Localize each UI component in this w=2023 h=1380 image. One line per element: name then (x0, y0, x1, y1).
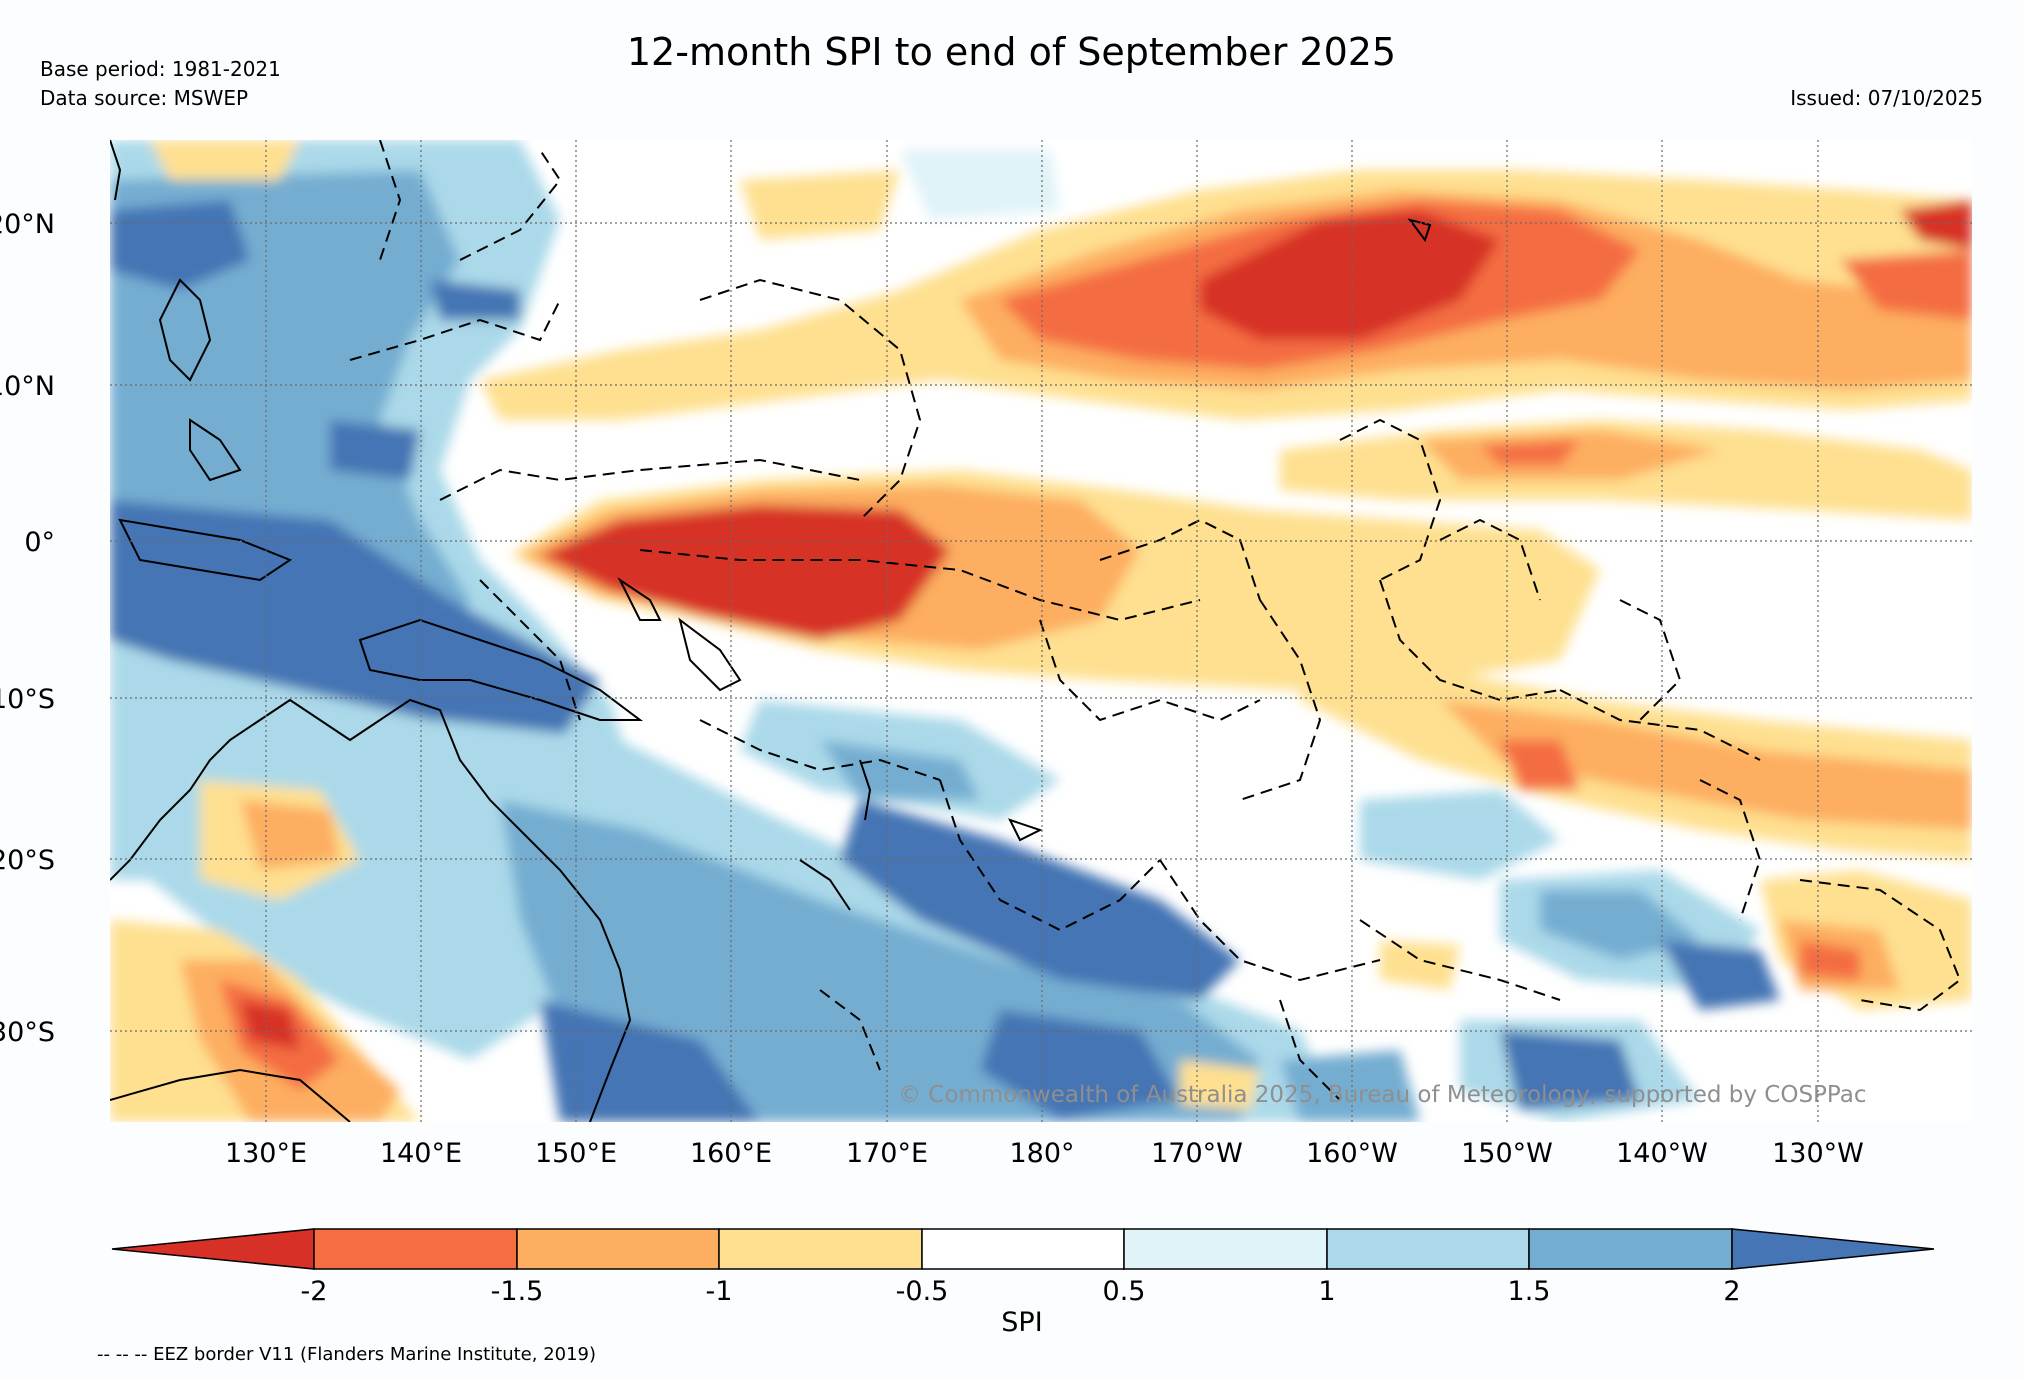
lat-label: 10°S (0, 684, 55, 715)
colorbar-tick: -2 (301, 1276, 328, 1307)
colorbar-tick: 1 (1318, 1276, 1335, 1307)
colorbar-tick: -1 (706, 1276, 733, 1307)
colorbar-segment (516, 1228, 720, 1270)
lon-label: 130°W (1772, 1138, 1864, 1169)
lat-label: 20°N (0, 209, 55, 240)
lon-label: 170°E (846, 1138, 928, 1169)
spi-field (110, 140, 1972, 1122)
base-period: Base period: 1981-2021 (40, 57, 281, 81)
colorbar-tick: 0.5 (1103, 1276, 1146, 1307)
copyright-watermark: © Commonwealth of Australia 2025, Bureau… (898, 1082, 1867, 1108)
lon-label: 140°E (380, 1138, 462, 1169)
colorbar-tick: 1.5 (1508, 1276, 1551, 1307)
lat-label: 20°S (0, 845, 55, 876)
lat-label: 30°S (0, 1017, 55, 1048)
colorbar-segment (111, 1228, 315, 1270)
lon-label: 160°E (690, 1138, 772, 1169)
lon-label: 150°E (535, 1138, 617, 1169)
lon-label: 150°W (1461, 1138, 1553, 1169)
colorbar: -2 -1.5 -1 -0.5 0.5 1 1.5 2 SPI (111, 1228, 1935, 1338)
colorbar-segment (1528, 1228, 1733, 1270)
eez-border-note: -- -- -- EEZ border V11 (Flanders Marine… (97, 1344, 597, 1365)
colorbar-segment (718, 1228, 923, 1270)
colorbar-label: SPI (1001, 1307, 1042, 1338)
lon-label: 130°E (225, 1138, 307, 1169)
colorbar-segment (1731, 1228, 1935, 1270)
colorbar-tick: 2 (1723, 1276, 1740, 1307)
lon-label: 140°W (1616, 1138, 1708, 1169)
lon-label: 170°W (1151, 1138, 1243, 1169)
colorbar-segment (921, 1228, 1125, 1270)
colorbar-tick: -1.5 (491, 1276, 544, 1307)
lon-label: 160°W (1306, 1138, 1398, 1169)
colorbar-segment (1123, 1228, 1328, 1270)
map-title: 12-month SPI to end of September 2025 (626, 30, 1397, 74)
colorbar-tick: -0.5 (896, 1276, 949, 1307)
colorbar-segment (313, 1228, 518, 1270)
latitude-axis: 20°N 10°N 0° 10°S 20°S 30°S (0, 209, 55, 1048)
data-source: Data source: MSWEP (40, 86, 249, 110)
colorbar-segment (1326, 1228, 1530, 1270)
lon-label: 180° (1009, 1138, 1074, 1169)
lat-label: 0° (24, 527, 55, 558)
longitude-axis: 130°E 140°E 150°E 160°E 170°E 180° 170°W… (225, 1138, 1864, 1169)
issued-date: Issued: 07/10/2025 (1790, 86, 1983, 110)
lat-label: 10°N (0, 371, 55, 402)
